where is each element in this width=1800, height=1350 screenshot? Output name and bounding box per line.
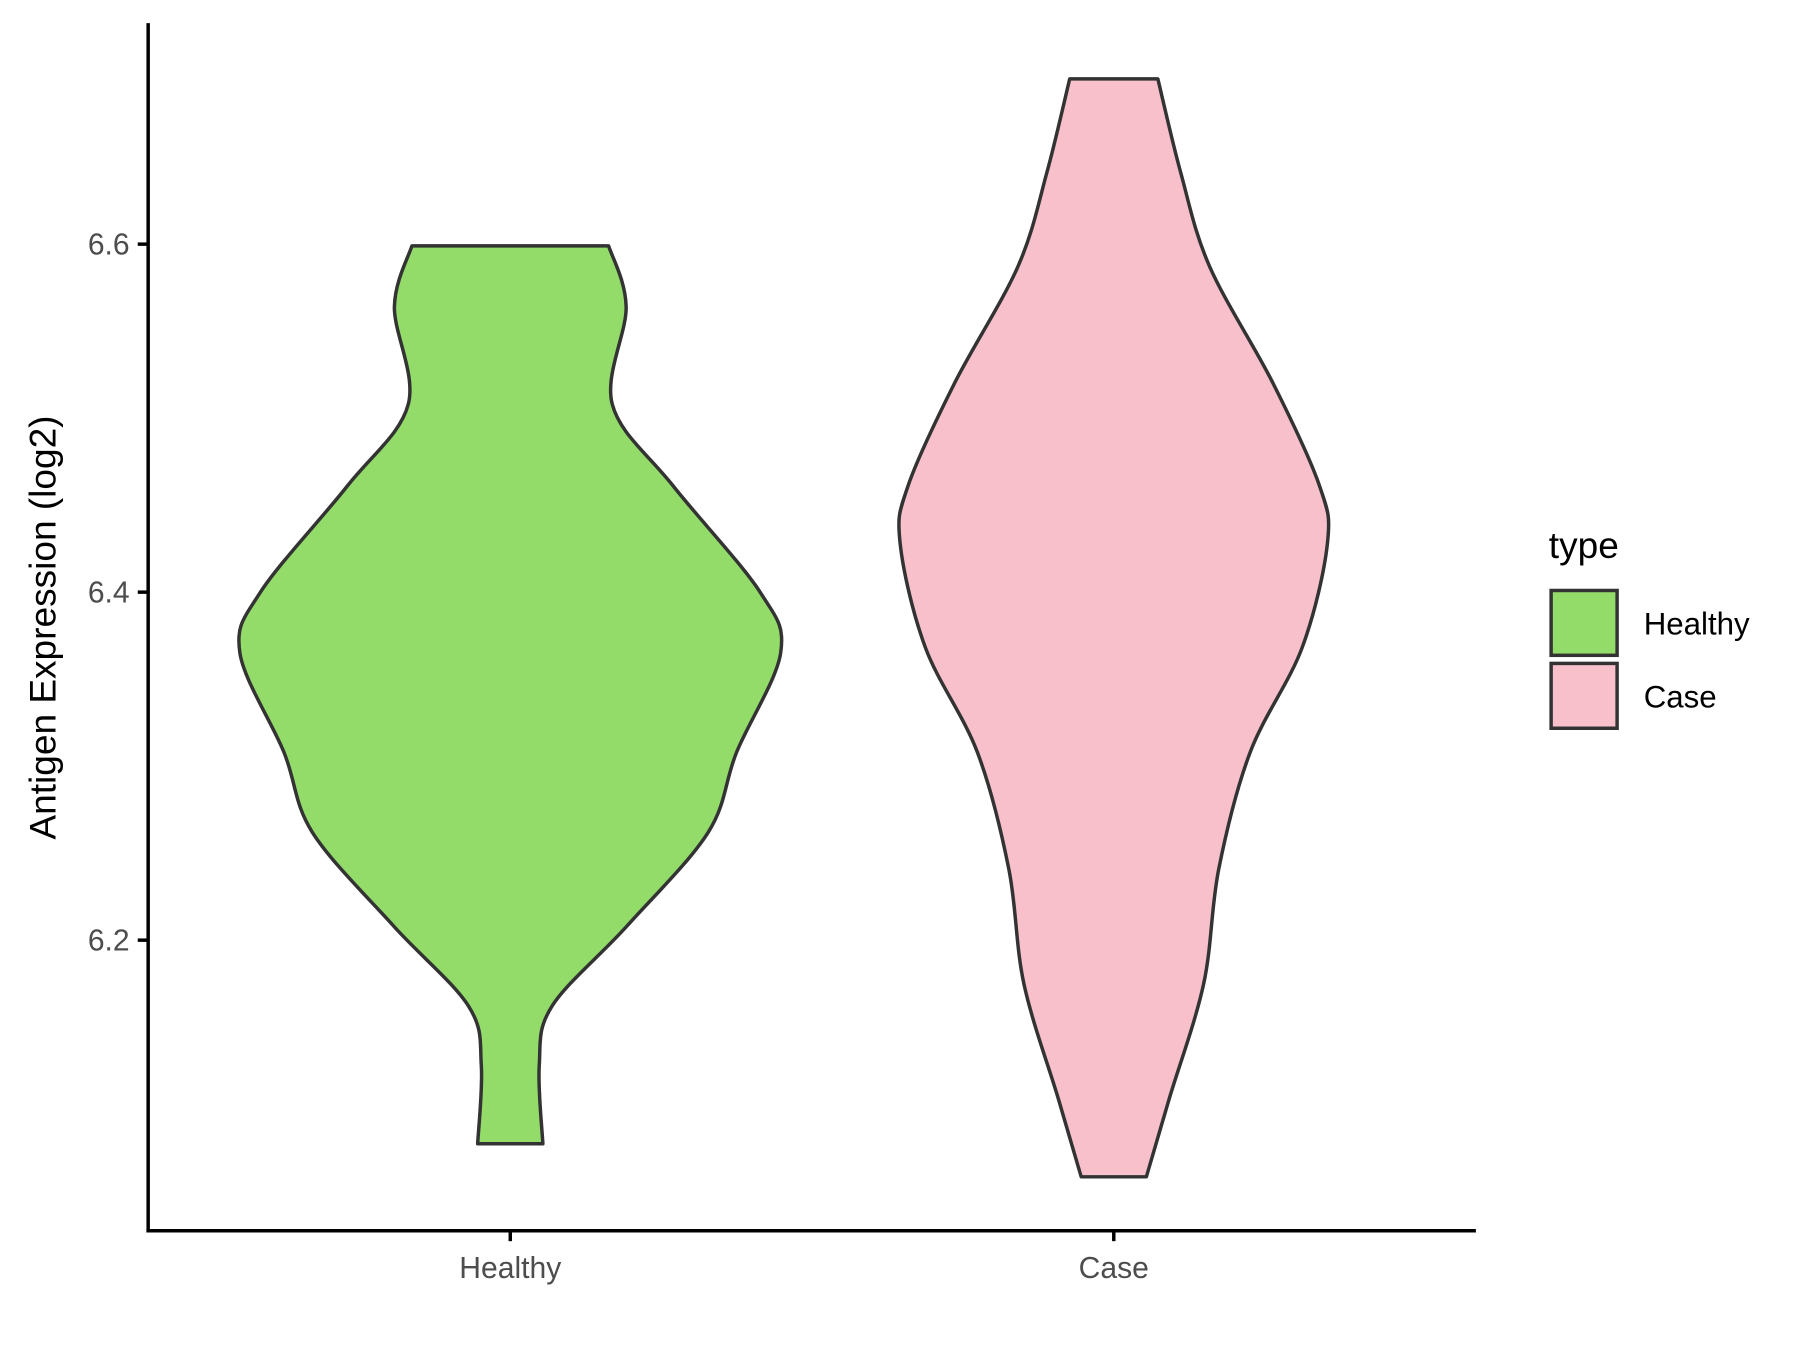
- violin: [237, 244, 784, 1146]
- y-tick-label: 6.6: [88, 229, 130, 262]
- legend-label: Case: [1644, 679, 1717, 714]
- y-tick-label: 6.2: [88, 925, 130, 958]
- legend-key: [1549, 588, 1619, 658]
- legend-label: Healthy: [1644, 606, 1750, 641]
- violin: [897, 77, 1331, 1179]
- x-tick-label: Healthy: [459, 1252, 561, 1285]
- x-tick-label: Case: [1079, 1252, 1149, 1285]
- legend-key: [1549, 661, 1619, 730]
- y-tick-label: 6.4: [88, 577, 130, 610]
- y-axis-title: Antigen Expression (log2): [22, 415, 64, 839]
- legend-title: type: [1549, 524, 1619, 566]
